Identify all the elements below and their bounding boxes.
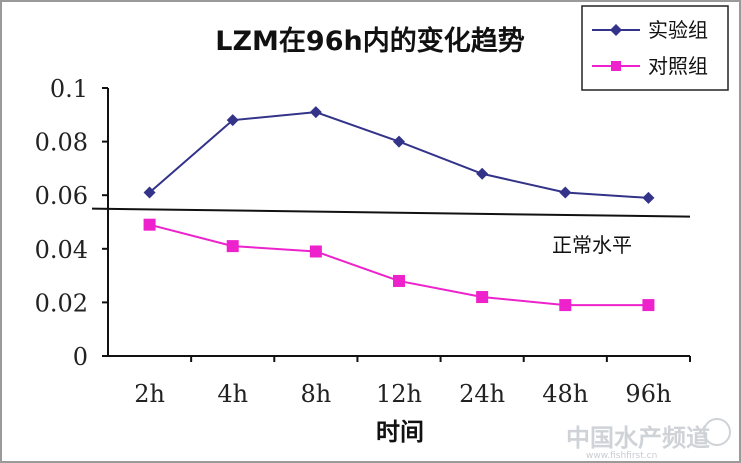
legend-box	[581, 5, 729, 91]
data-point-series-2	[559, 299, 572, 312]
y-ticks: 0 0.02 0.04 0.06 0.08 0.1	[35, 75, 108, 371]
watermark: 中国水产频道 www.fishfirst.cn	[566, 418, 731, 461]
data-point-series-2	[309, 245, 322, 258]
data-point-series-2	[393, 274, 405, 287]
data-point-series-2	[226, 240, 239, 253]
legend: 实验组 对照组	[581, 5, 729, 91]
x-tick-label: 24h	[459, 380, 505, 408]
x-ticks: 2h 4h 8h 12h 24h 48h 96h	[134, 356, 691, 408]
data-point-series-2	[143, 218, 156, 231]
x-axis-title: 时间	[376, 418, 424, 446]
y-tick-label: 0	[73, 343, 88, 371]
normal-level-label: 正常水平	[552, 233, 632, 257]
data-point-series-2	[476, 291, 489, 304]
x-tick-label: 48h	[542, 380, 588, 408]
x-tick-label: 2h	[134, 380, 165, 408]
watermark-url: www.fishfirst.cn	[586, 451, 657, 461]
legend-marker-square	[611, 61, 621, 71]
y-tick-label: 0.06	[35, 182, 88, 210]
legend-marker-diamond	[610, 24, 622, 36]
x-tick-label: 96h	[625, 380, 671, 408]
data-point-series-1	[393, 135, 405, 148]
data-point-series-1	[143, 186, 156, 199]
normal-level-line	[91, 207, 691, 218]
watermark-globe-icon	[703, 418, 731, 446]
y-tick-label: 0.08	[35, 129, 88, 157]
series-layer	[143, 106, 655, 312]
watermark-text: 中国水产频道	[566, 424, 710, 452]
data-point-series-1	[226, 114, 239, 127]
chart-title: LZM在96h内的变化趋势	[215, 25, 524, 57]
legend-label-series-1: 实验组	[648, 18, 708, 42]
data-point-series-1	[642, 191, 655, 204]
y-tick-label: 0.1	[50, 75, 88, 103]
data-point-series-1	[309, 106, 322, 119]
x-tick-label: 12h	[376, 380, 422, 408]
legend-label-series-2: 对照组	[648, 54, 708, 78]
y-tick-label: 0.02	[35, 289, 88, 317]
data-point-series-1	[559, 186, 572, 199]
x-tick-label: 4h	[217, 380, 248, 408]
data-point-series-1	[476, 167, 489, 180]
data-point-series-2	[642, 299, 655, 312]
x-tick-label: 8h	[300, 380, 331, 408]
y-tick-label: 0.04	[35, 236, 88, 264]
